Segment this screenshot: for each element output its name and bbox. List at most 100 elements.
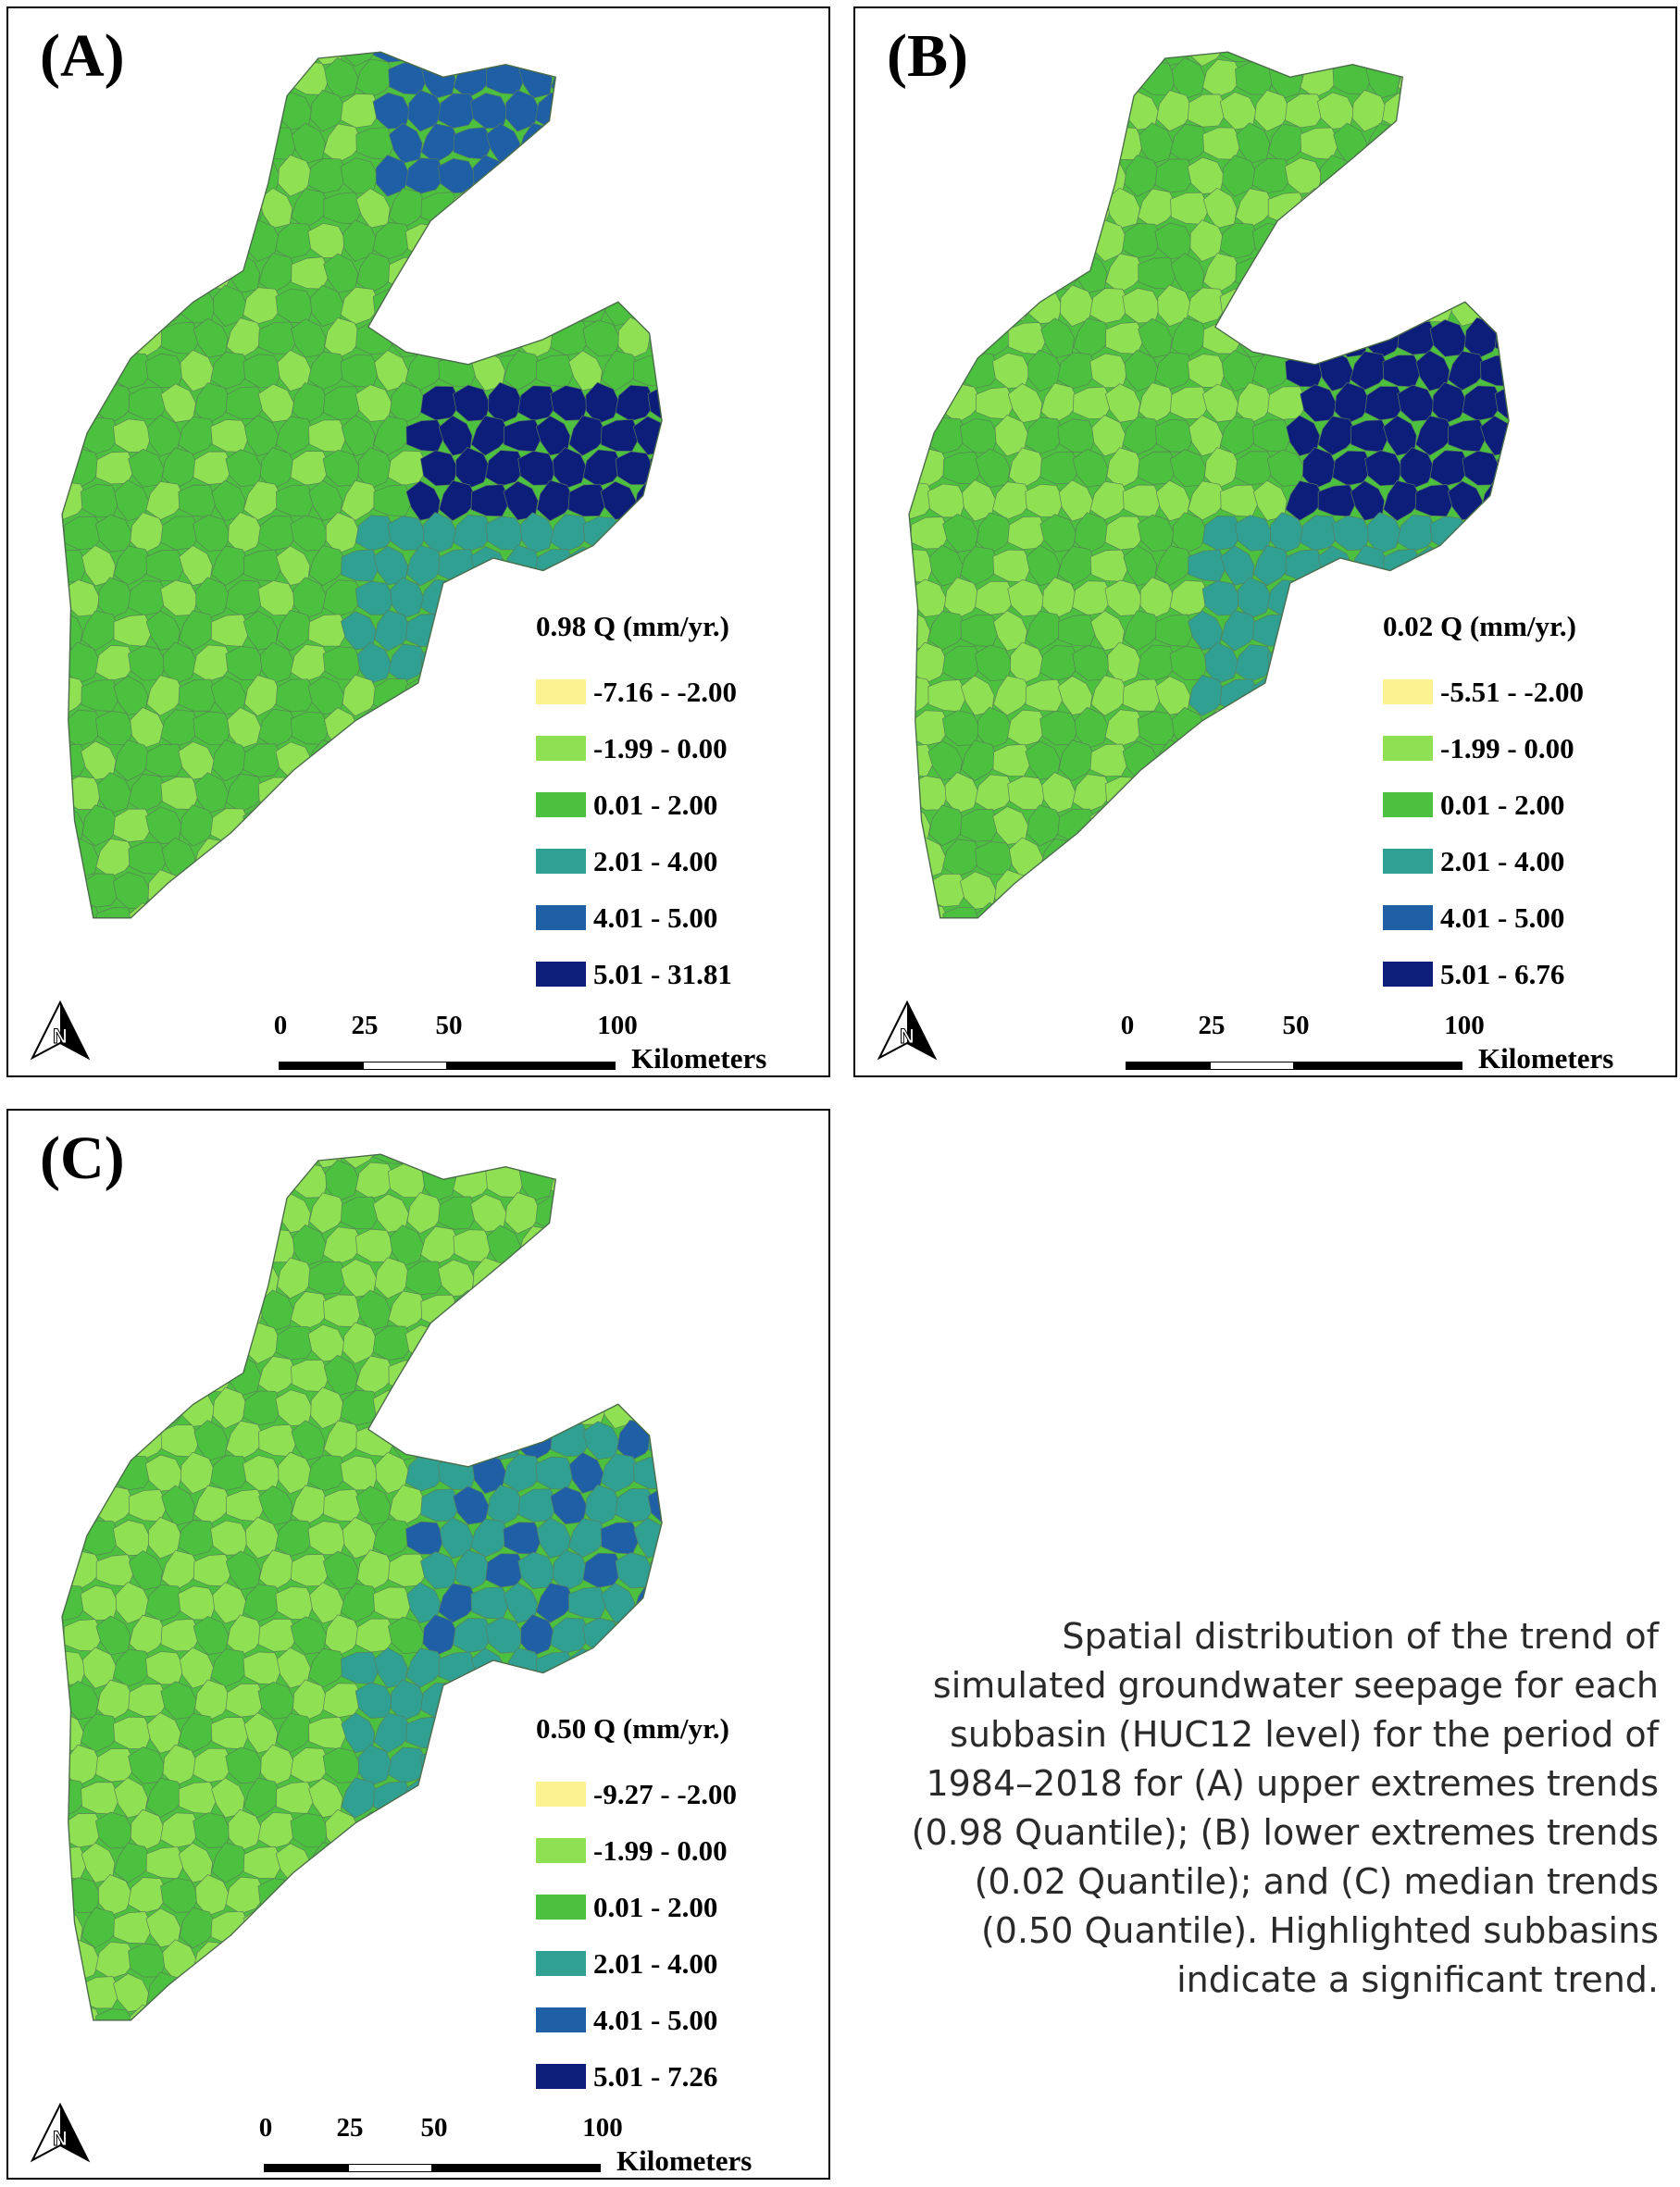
subbasin: [260, 1744, 296, 1787]
subbasin: [1495, 188, 1510, 229]
subbasin: [1430, 187, 1470, 230]
subbasin: [1007, 382, 1043, 424]
subbasin: [388, 1813, 427, 1847]
subbasin: [1235, 188, 1276, 229]
subbasin: [95, 1359, 135, 1393]
subbasin: [1072, 192, 1113, 226]
subbasin: [63, 126, 102, 161]
subbasin: [145, 1777, 186, 1819]
subbasin: [62, 1258, 83, 1299]
subbasin: [1122, 416, 1164, 455]
subbasin: [975, 774, 1016, 813]
subbasin: [257, 127, 298, 160]
subbasin: [420, 2005, 455, 2020]
subbasin: [485, 906, 527, 918]
subbasin: [453, 1682, 492, 1719]
subbasin: [550, 1423, 591, 1457]
subbasin: [1429, 450, 1471, 487]
subbasin: [1270, 512, 1305, 554]
subbasin: [1351, 284, 1387, 327]
subbasin: [1170, 841, 1210, 875]
subbasin: [96, 1679, 135, 1721]
map-panel-c: (C) 0.50 Q (mm/yr.) -9.27 - -2.00 -1.99 …: [6, 1109, 830, 2180]
subbasin: [584, 187, 622, 230]
subbasin: [128, 1550, 163, 1591]
subbasin: [162, 447, 200, 490]
legend-swatch: [536, 2007, 586, 2032]
subbasin: [992, 93, 1033, 127]
subbasin: [275, 222, 317, 259]
subbasin: [257, 1356, 299, 1396]
subbasin: [210, 222, 249, 259]
subbasin: [387, 1746, 429, 1784]
subbasin: [454, 1744, 491, 1787]
subbasin: [647, 1617, 663, 1655]
subbasin: [243, 1390, 284, 1426]
subbasin: [161, 1549, 201, 1591]
figure-caption: Spatial distribution of the trend of sim…: [911, 1616, 1659, 2000]
subbasin: [63, 1423, 103, 1458]
subbasin: [225, 1420, 267, 1460]
legend-item: -1.99 - 0.00: [536, 1822, 737, 1879]
subbasin: [1414, 484, 1456, 517]
subbasin: [909, 414, 933, 457]
subbasin: [65, 1289, 101, 1332]
subbasin: [276, 610, 316, 652]
subbasin: [130, 1354, 165, 1397]
subbasin: [1154, 808, 1196, 843]
subbasin: [356, 1549, 395, 1592]
subbasin: [95, 838, 136, 878]
subbasin: [632, 548, 663, 583]
subbasin: [210, 352, 252, 390]
subbasin: [910, 322, 950, 355]
subbasin: [145, 480, 186, 521]
subbasin: [259, 1939, 294, 1982]
subbasin: [1072, 841, 1113, 875]
subbasin: [960, 90, 1001, 131]
subbasin: [291, 2008, 330, 2020]
subbasin: [277, 1257, 315, 1299]
subbasin: [1169, 123, 1211, 163]
subbasin: [909, 155, 931, 196]
legend-swatch: [1383, 962, 1433, 987]
subbasin: [975, 124, 1016, 162]
subbasin: [1057, 352, 1099, 390]
scale-tick: 25: [1198, 1011, 1226, 1040]
subbasin: [407, 739, 443, 782]
subbasin: [1154, 158, 1196, 193]
subbasin: [307, 807, 349, 844]
subbasin: [582, 255, 624, 291]
subbasin: [128, 1877, 169, 1914]
subbasin: [1430, 62, 1470, 95]
subbasin: [97, 122, 132, 165]
subbasin: [469, 1324, 512, 1361]
subbasin: [976, 252, 1011, 294]
subbasin: [440, 219, 475, 262]
subbasin: [503, 1154, 540, 1168]
subbasin: [210, 1261, 252, 1295]
subbasin: [615, 1355, 652, 1396]
subbasin: [292, 1224, 328, 1267]
subbasin: [517, 192, 559, 225]
scale-tick: 25: [336, 2113, 364, 2143]
subbasin: [1251, 158, 1294, 193]
subbasin: [632, 159, 663, 193]
scale-segment: [264, 2164, 348, 2172]
subbasin: [485, 643, 527, 683]
subbasin: [1073, 317, 1113, 359]
subbasin: [992, 675, 1033, 716]
subbasin: [243, 1154, 283, 1169]
subbasin: [258, 1485, 293, 1526]
subbasin: [1432, 381, 1468, 425]
subbasin: [226, 2004, 261, 2020]
subbasin: [211, 1154, 245, 1169]
subbasin: [388, 906, 429, 918]
subbasin: [193, 188, 234, 229]
subbasin: [585, 381, 621, 425]
subbasin: [193, 382, 232, 425]
subbasin: [63, 383, 99, 424]
subbasin: [275, 416, 317, 455]
subbasin: [355, 1355, 396, 1396]
subbasin: [615, 254, 653, 292]
legend-class-label: 5.01 - 7.26: [593, 2059, 718, 2093]
